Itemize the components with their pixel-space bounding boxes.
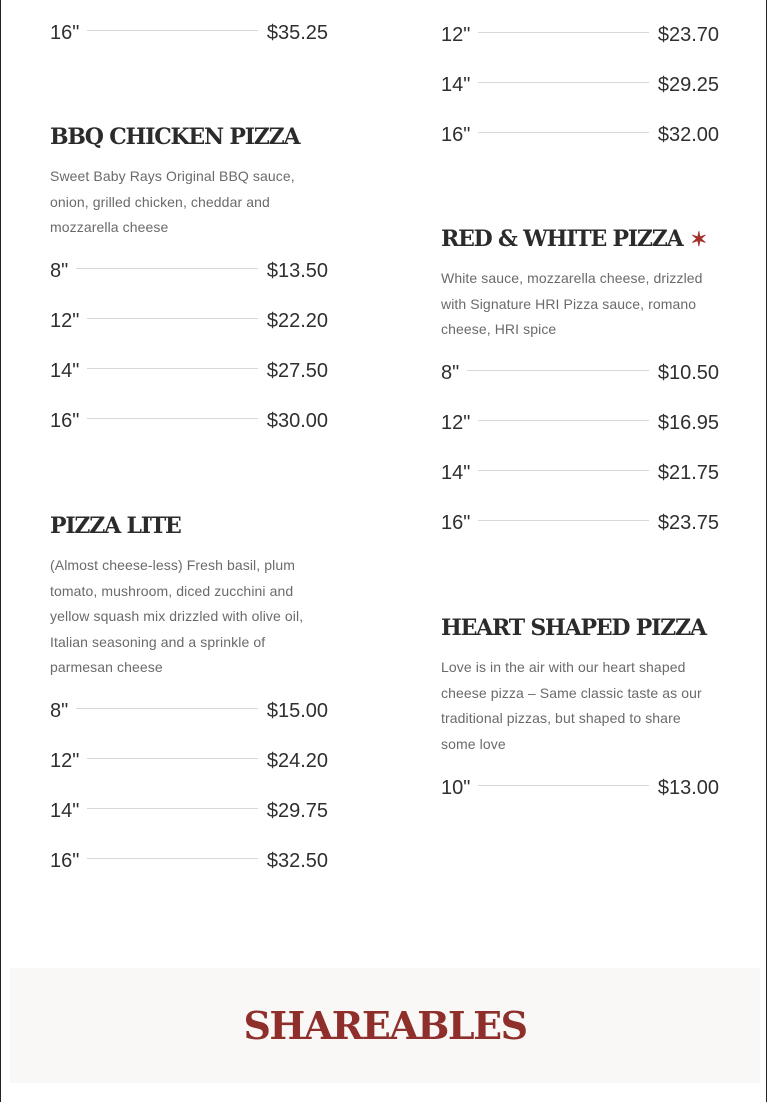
leader-line [478,81,649,83]
menu-item-title: BBQ CHICKEN PIZZA [50,122,328,152]
menu-item-description: Sweet Baby Rays Original BBQ sauce, onio… [50,168,295,236]
price-value: $15.00 [266,700,328,723]
leader-line [87,29,258,31]
menu-item-title-text: PIZZA LITE [50,513,182,539]
price-row: 8" $10.50 [441,349,719,399]
size-label: 12" [441,23,471,46]
leader-line [76,708,258,710]
leader-line [87,368,258,370]
menu-item-title: PIZZA LITE [50,511,328,541]
price-value: $13.50 [266,260,328,283]
price-row: 14" $27.50 [50,347,328,397]
menu-item: 16" $35.25 [50,8,328,58]
price-value: $16.95 [657,412,719,435]
size-label: 16" [50,410,80,433]
menu-item-title-text: BBQ CHICKEN PIZZA [50,124,301,150]
size-label: 10" [441,776,471,799]
menu-item: BBQ CHICKEN PIZZA Sweet Baby Rays Origina… [50,122,328,447]
price-row: 16" $35.25 [50,8,328,58]
leader-line [87,318,258,320]
price-row: 10" $13.00 [441,763,719,813]
price-row: 16" $23.75 [441,499,719,549]
price-row: 14" $29.25 [441,60,719,110]
price-list: 16" $35.25 [50,8,328,58]
size-label: 16" [50,21,80,44]
size-label: 14" [50,360,80,383]
price-value: $23.70 [657,23,719,46]
size-label: 8" [50,260,69,283]
leader-line [467,370,649,372]
size-label: 12" [50,750,80,773]
leader-line [478,784,649,786]
menu-item: 12" $23.70 14" $29.25 16" $32.00 [441,10,719,160]
price-list: 8" $15.00 12" $24.20 14" $29.75 16" $32.50 [50,687,328,887]
size-label: 12" [50,310,80,333]
price-value: $22.20 [266,310,328,333]
leader-line [478,420,649,422]
menu-item-title: RED & WHITE PIZZA ✶ [441,224,719,254]
price-row: 8" $15.00 [50,687,328,737]
price-value: $29.75 [266,800,328,823]
price-value: $29.25 [657,73,719,96]
price-value: $32.00 [657,123,719,146]
price-list: 12" $23.70 14" $29.25 16" $32.00 [441,10,719,160]
price-row: 12" $24.20 [50,737,328,787]
size-label: 14" [50,800,80,823]
price-value: $13.00 [657,776,719,799]
section-banner: SHAREABLES [10,968,760,1083]
menu-item-description: Love is in the air with our heart shaped… [441,659,702,752]
price-row: 16" $30.00 [50,397,328,447]
price-value: $27.50 [266,360,328,383]
menu-item: RED & WHITE PIZZA ✶ White sauce, mozzarell… [441,224,719,549]
price-row: 14" $21.75 [441,449,719,499]
price-row: 12" $16.95 [441,399,719,449]
size-label: 16" [441,512,471,535]
leader-line [478,131,649,133]
price-value: $30.00 [266,410,328,433]
size-label: 14" [441,462,471,485]
menu-item-description: White sauce, mozzarella cheese, drizzled… [441,270,703,338]
price-value: $23.75 [657,512,719,535]
price-value: $32.50 [266,850,328,873]
leader-line [478,31,649,33]
size-label: 14" [441,73,471,96]
price-row: 12" $23.70 [441,10,719,60]
leader-line [87,418,258,420]
price-list: 8" $13.50 12" $22.20 14" $27.50 16" $30.00 [50,247,328,447]
leader-line [87,858,258,860]
size-label: 16" [441,123,471,146]
leader-line [87,758,258,760]
leader-line [76,268,258,270]
price-list: 10" $13.00 [441,763,719,813]
menu-item-title: HEART SHAPED PIZZA [441,613,719,643]
price-list: 8" $10.50 12" $16.95 14" $21.75 16" $23.75 [441,349,719,549]
menu-item-title-text: HEART SHAPED PIZZA [441,615,707,641]
leader-line [478,520,649,522]
menu-item: HEART SHAPED PIZZA Love is in the air wit… [441,613,719,813]
section-heading: SHAREABLES [243,1003,528,1048]
price-value: $21.75 [657,462,719,485]
price-value: $35.25 [266,21,328,44]
menu-item-title-text: RED & WHITE PIZZA [441,226,684,252]
size-label: 16" [50,850,80,873]
size-label: 8" [50,700,69,723]
size-label: 12" [441,412,471,435]
price-row: 16" $32.50 [50,837,328,887]
leader-line [87,808,258,810]
star-icon: ✶ [690,227,708,251]
price-row: 16" $32.00 [441,110,719,160]
price-row: 8" $13.50 [50,247,328,297]
leader-line [478,470,649,472]
price-value: $24.20 [266,750,328,773]
menu-item-description: (Almost cheese-less) Fresh basil, plum t… [50,557,304,676]
price-value: $10.50 [657,362,719,385]
price-row: 14" $29.75 [50,787,328,837]
menu-item: PIZZA LITE (Almost cheese-less) Fresh bas… [50,511,328,887]
price-row: 12" $22.20 [50,297,328,347]
size-label: 8" [441,362,460,385]
